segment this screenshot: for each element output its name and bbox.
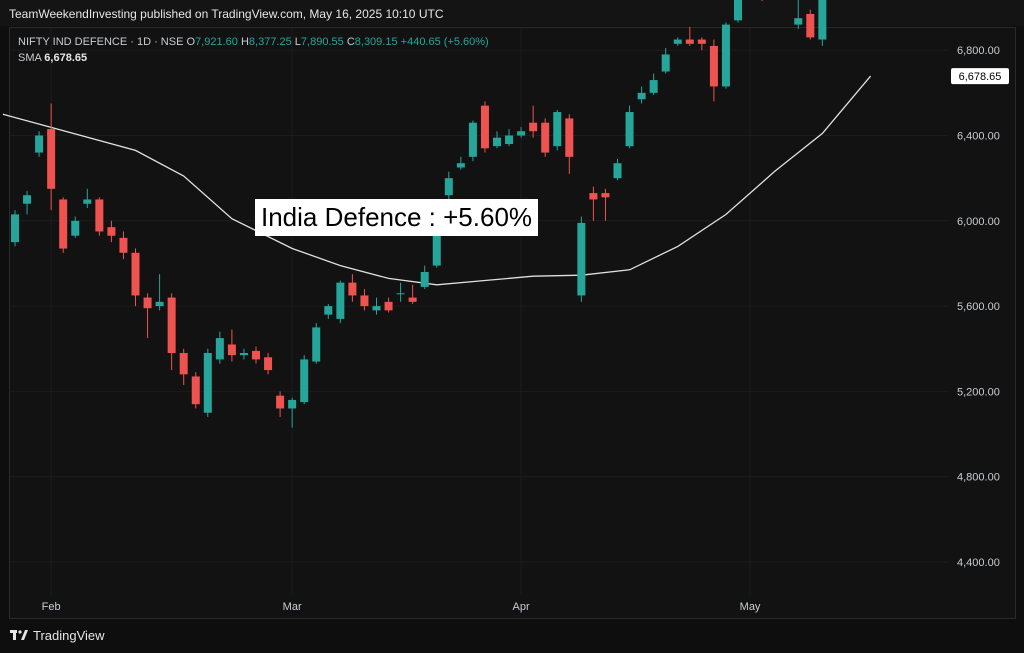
candle-body (420, 271, 429, 287)
candle-body (143, 297, 152, 309)
candle-body (697, 39, 706, 44)
brand-name[interactable]: TradingView (33, 628, 105, 643)
candle-body (23, 195, 32, 204)
candle-body (155, 301, 164, 307)
candle-body (396, 293, 405, 295)
candle-body (734, 0, 742, 21)
y-tick-label: 6,000.00 (957, 216, 1000, 228)
high-label: H (240, 36, 249, 48)
candle-body (384, 301, 393, 311)
candle-body (336, 282, 345, 319)
candle-body (324, 306, 333, 315)
candle-body (239, 353, 248, 356)
y-tick-label: 5,600.00 (957, 301, 1000, 313)
y-tick-label: 5,200.00 (957, 386, 1000, 398)
candle-body (264, 357, 273, 371)
close-value: 8,309.15 (354, 36, 398, 48)
annotation-box: India Defence : +5.60% (255, 199, 539, 236)
high-value: 8,377.25 (248, 36, 292, 48)
candle-body (47, 129, 56, 189)
candle-body (601, 193, 610, 198)
candle-body (203, 353, 212, 413)
candle-body (577, 222, 586, 296)
sma-price-tag-bg (951, 68, 1009, 85)
candle-body (613, 163, 622, 179)
sma-legend: SMA 6,678.65 (18, 52, 87, 64)
candle-body (131, 252, 140, 296)
candle-body (360, 295, 369, 307)
publish-text: TeamWeekendInvesting published on Tradin… (9, 7, 444, 21)
candle-body (408, 297, 417, 302)
candle-body (589, 193, 598, 200)
candle-body (818, 0, 827, 40)
candle-body (541, 122, 550, 153)
candle-body (505, 135, 514, 145)
candle-body (565, 118, 574, 157)
candle-body (553, 112, 562, 147)
candle-body (480, 105, 489, 149)
close-label: C (346, 36, 355, 48)
candle-body (444, 178, 453, 196)
candle-body (685, 39, 694, 44)
symbol-name[interactable]: NIFTY IND DEFENCE · 1D · NSE (18, 36, 184, 48)
candle-body (661, 54, 670, 72)
candle-body (312, 327, 321, 362)
candle-body (625, 112, 634, 147)
sma-value: 6,678.65 (44, 52, 88, 64)
candle-body (721, 24, 730, 87)
candle-body (493, 137, 501, 147)
candle-body (107, 227, 116, 236)
candle-body (529, 122, 538, 132)
publish-header: TeamWeekendInvesting published on Tradin… (0, 0, 1024, 26)
symbol-legend: NIFTY IND DEFENCE · 1D · NSE O7,921.60 H… (18, 36, 489, 48)
candle-body (637, 92, 646, 100)
candle-body (191, 376, 200, 405)
candle-body (372, 306, 381, 311)
open-label: O (186, 36, 196, 48)
candle-body (456, 163, 465, 168)
x-tick-label: Feb (42, 601, 61, 613)
y-tick-label: 6,800.00 (957, 45, 1000, 57)
sma-price-tag: 6,678.65 (959, 71, 1002, 83)
candle-body (71, 220, 80, 236)
candle-body (95, 199, 104, 232)
low-value: 7,890.55 (300, 36, 344, 48)
sma-line (2, 75, 872, 286)
candle-body (59, 199, 68, 249)
candle-body (649, 80, 658, 93)
y-tick-label: 6,400.00 (957, 131, 1000, 143)
low-label: L (294, 36, 301, 48)
candle-body (119, 237, 128, 253)
candle-body (806, 13, 815, 38)
sma-label[interactable]: SMA (18, 52, 42, 64)
x-tick-label: May (740, 601, 761, 613)
candle-body (468, 122, 477, 157)
candle-body (252, 350, 260, 360)
x-tick-label: Apr (513, 601, 530, 613)
candle-body (300, 359, 309, 403)
candle-body (673, 39, 682, 44)
candle-body (11, 214, 19, 243)
y-tick-label: 4,800.00 (957, 472, 1000, 484)
tradingview-logo-icon[interactable] (10, 630, 28, 641)
change-value: +440.65 (+5.60%) (400, 36, 489, 48)
y-tick-label: 4,400.00 (957, 557, 1000, 569)
candle-body (709, 45, 718, 87)
candle-body (794, 18, 803, 25)
candle-body (288, 399, 297, 409)
x-tick-label: Mar (283, 601, 302, 613)
candle-body (215, 338, 224, 360)
open-value: 7,921.60 (195, 36, 238, 48)
candle-body (517, 131, 526, 136)
candle-body (83, 199, 92, 204)
chart-panel[interactable] (9, 27, 1016, 619)
candle-body (167, 297, 176, 354)
candle-body (348, 282, 357, 296)
candle-body (227, 344, 236, 356)
candle-body (179, 353, 188, 375)
candle-body (35, 135, 44, 153)
footer: TradingView (10, 628, 105, 643)
candle-body (276, 395, 285, 409)
